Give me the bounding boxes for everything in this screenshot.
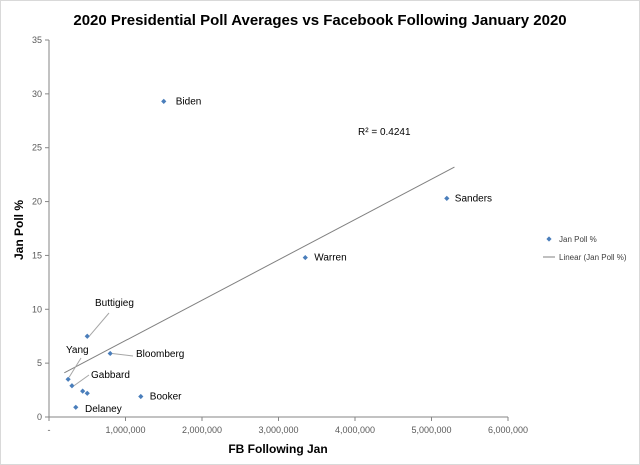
leader-line — [73, 374, 90, 387]
y-tick-label: 15 — [32, 250, 42, 260]
leader-line — [68, 357, 82, 378]
leader-line — [88, 312, 110, 337]
x-tick-label: 2,000,000 — [182, 425, 222, 435]
data-point — [107, 350, 113, 357]
y-tick-label: 35 — [32, 35, 42, 45]
data-point — [84, 390, 90, 396]
data-label: Bloomberg — [136, 349, 184, 360]
y-axis-title: Jan Poll % — [12, 200, 26, 260]
y-tick-label: 30 — [32, 89, 42, 99]
data-label: Booker — [150, 392, 182, 403]
data-label: Yang — [66, 345, 89, 356]
x-tick-label: 4,000,000 — [335, 425, 375, 435]
data-label: Delaney — [85, 404, 122, 415]
legend-marker-points — [546, 236, 552, 242]
data-point — [161, 98, 167, 104]
data-point — [138, 393, 144, 400]
data-label: Biden — [176, 96, 202, 107]
legend-label-points: Jan Poll % — [559, 235, 597, 244]
y-tick-label: 10 — [32, 304, 42, 314]
data-point — [80, 388, 86, 394]
data-point — [69, 383, 75, 389]
x-tick-label: 3,000,000 — [258, 425, 298, 435]
data-point — [444, 195, 450, 201]
legend-label-trendline: Linear (Jan Poll %) — [559, 253, 627, 262]
data-label: Sanders — [455, 193, 492, 204]
r-squared-label: R² = 0.4241 — [358, 127, 411, 138]
x-tick-label: 1,000,000 — [105, 425, 145, 435]
data-label: Gabbard — [91, 370, 130, 381]
x-tick-label: - — [48, 425, 51, 435]
data-label: Buttigieg — [95, 298, 134, 309]
data-label: Warren — [314, 253, 346, 264]
x-tick-label: 5,000,000 — [411, 425, 451, 435]
x-tick-label: 6,000,000 — [488, 425, 528, 435]
leader-line — [112, 352, 134, 357]
x-axis-title: FB Following Jan — [228, 442, 327, 456]
y-tick-label: 20 — [32, 197, 42, 207]
y-tick-label: 5 — [37, 358, 42, 368]
chart-title: 2020 Presidential Poll Averages vs Faceb… — [73, 12, 566, 29]
trendline — [64, 166, 455, 374]
data-point — [73, 404, 79, 410]
data-point — [302, 254, 308, 261]
y-tick-label: 0 — [37, 412, 42, 422]
data-point — [65, 376, 71, 382]
data-point — [84, 333, 90, 339]
y-tick-label: 25 — [32, 143, 42, 153]
